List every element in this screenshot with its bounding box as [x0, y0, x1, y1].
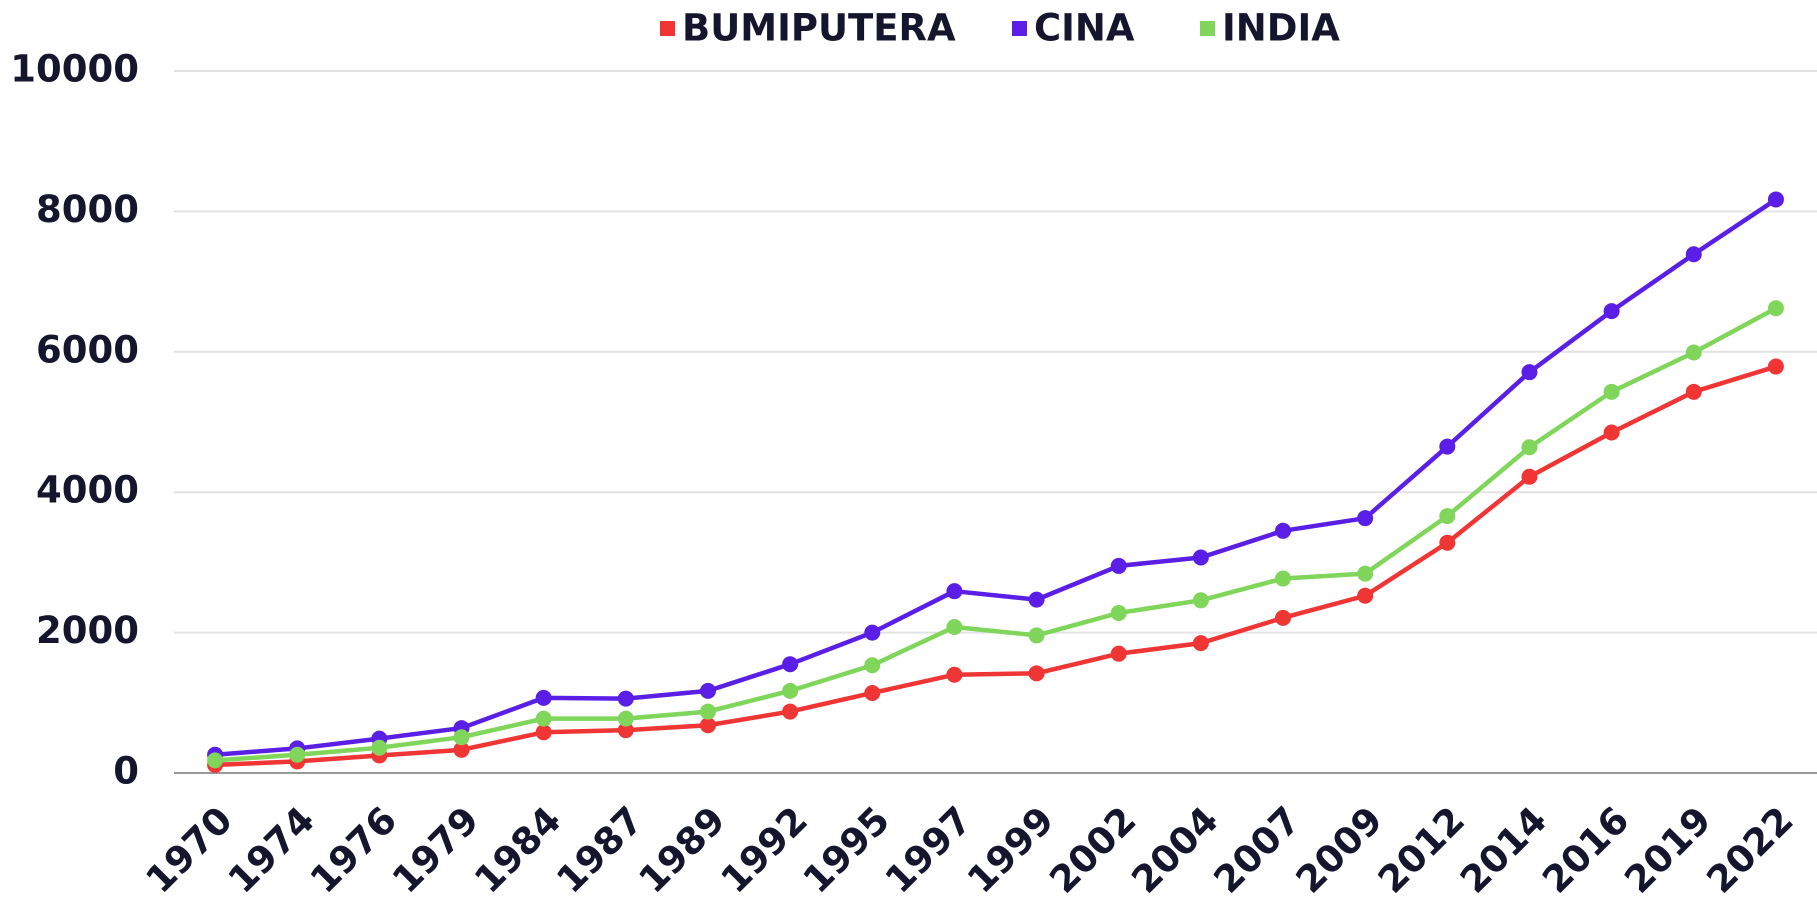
- legend-swatch: [1012, 21, 1027, 36]
- x-tick-label: 2012: [1370, 798, 1473, 901]
- x-tick-label: 2014: [1452, 798, 1555, 901]
- data-point: [617, 710, 634, 727]
- data-point: [617, 722, 634, 739]
- data-point: [1685, 344, 1702, 361]
- x-tick-label: 1984: [466, 798, 569, 901]
- legend-label: CINA: [1034, 7, 1135, 50]
- legend-swatch: [660, 21, 675, 36]
- x-tick-label: 2007: [1206, 798, 1309, 901]
- y-tick-label: 2000: [36, 609, 139, 652]
- x-tick-label: 1987: [548, 798, 651, 901]
- data-point: [1767, 191, 1784, 208]
- y-tick-label: 6000: [36, 328, 139, 371]
- data-point: [1028, 591, 1045, 608]
- legend-label: INDIA: [1222, 7, 1340, 50]
- x-tick-label: 2002: [1041, 798, 1144, 901]
- x-tick-label: 2004: [1123, 798, 1226, 901]
- data-point: [1767, 358, 1784, 375]
- data-point: [946, 666, 963, 683]
- data-point: [1603, 424, 1620, 441]
- data-point: [453, 729, 470, 746]
- legend-item: BUMIPUTERA: [660, 7, 956, 50]
- data-point: [1028, 665, 1045, 682]
- data-point: [1275, 609, 1292, 626]
- data-point: [946, 618, 963, 635]
- data-point: [453, 741, 470, 758]
- data-point: [207, 752, 224, 769]
- data-point: [1439, 438, 1456, 455]
- data-point: [1521, 439, 1538, 456]
- x-tick-label: 1999: [959, 798, 1062, 901]
- data-point: [535, 710, 552, 727]
- data-point: [1110, 557, 1127, 574]
- data-point: [1357, 565, 1374, 582]
- data-point: [1192, 549, 1209, 566]
- data-point: [1685, 383, 1702, 400]
- x-tick-label: 2009: [1288, 798, 1391, 901]
- data-point: [1192, 592, 1209, 609]
- x-tick-label: 1995: [795, 798, 898, 901]
- data-point: [1439, 534, 1456, 551]
- y-tick-label: 8000: [36, 188, 139, 231]
- data-point: [864, 684, 881, 701]
- data-point: [1110, 645, 1127, 662]
- series-line: [214, 197, 1778, 757]
- data-point: [289, 746, 306, 763]
- x-tick-label: 1992: [713, 798, 816, 901]
- data-point: [535, 724, 552, 741]
- data-point: [1767, 300, 1784, 317]
- data-point: [864, 657, 881, 674]
- data-point: [371, 739, 388, 756]
- x-tick-label: 1974: [220, 798, 323, 901]
- series-line: [214, 364, 1777, 768]
- x-tick-label: 2022: [1698, 798, 1801, 901]
- x-tick-label: 1970: [138, 798, 241, 901]
- data-point: [1110, 604, 1127, 621]
- data-point: [1521, 364, 1538, 381]
- data-point: [1521, 468, 1538, 485]
- x-tick-label: 1989: [631, 798, 734, 901]
- data-point: [535, 689, 552, 706]
- series-line: [214, 306, 1777, 763]
- data-point: [782, 682, 799, 699]
- x-tick-label: 1979: [384, 798, 487, 901]
- x-tick-label: 1976: [302, 798, 405, 901]
- data-point: [1603, 383, 1620, 400]
- data-point: [1275, 570, 1292, 587]
- y-tick-label: 10000: [10, 48, 139, 91]
- y-tick-label: 4000: [36, 469, 139, 512]
- data-point: [699, 682, 716, 699]
- data-point: [1192, 635, 1209, 652]
- data-point: [1275, 522, 1292, 539]
- legend-item: INDIA: [1200, 7, 1340, 50]
- legend-label: BUMIPUTERA: [682, 7, 956, 50]
- data-point: [946, 583, 963, 600]
- data-point: [1685, 246, 1702, 263]
- data-point: [1028, 627, 1045, 644]
- data-point: [1603, 303, 1620, 320]
- data-point: [782, 656, 799, 673]
- data-point: [1357, 587, 1374, 604]
- x-tick-label: 1997: [877, 798, 980, 901]
- data-point: [617, 690, 634, 707]
- data-point: [1439, 508, 1456, 525]
- data-point: [699, 717, 716, 734]
- data-point: [1357, 510, 1374, 527]
- x-tick-label: 2016: [1534, 798, 1637, 901]
- legend-swatch: [1200, 21, 1215, 36]
- data-point: [782, 703, 799, 720]
- data-point: [699, 703, 716, 720]
- y-tick-label: 0: [113, 750, 139, 793]
- legend-item: CINA: [1012, 7, 1135, 50]
- x-tick-label: 2019: [1616, 798, 1719, 901]
- data-point: [864, 624, 881, 641]
